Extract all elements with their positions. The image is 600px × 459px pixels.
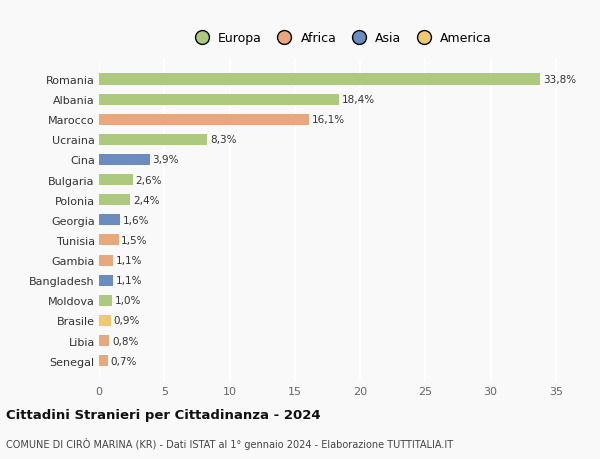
- Text: 8,3%: 8,3%: [210, 135, 236, 145]
- Bar: [99, 215, 120, 226]
- Bar: [99, 295, 112, 306]
- Text: 16,1%: 16,1%: [312, 115, 345, 125]
- Text: 18,4%: 18,4%: [342, 95, 375, 105]
- Text: COMUNE DI CIRÒ MARINA (KR) - Dati ISTAT al 1° gennaio 2024 - Elaborazione TUTTIT: COMUNE DI CIRÒ MARINA (KR) - Dati ISTAT …: [6, 437, 453, 449]
- Text: 0,7%: 0,7%: [111, 356, 137, 366]
- Bar: [99, 155, 150, 166]
- Bar: [99, 114, 309, 125]
- Bar: [99, 335, 109, 346]
- Text: 1,1%: 1,1%: [116, 256, 142, 265]
- Text: 1,0%: 1,0%: [115, 296, 141, 306]
- Bar: [99, 275, 113, 286]
- Text: 0,8%: 0,8%: [112, 336, 139, 346]
- Bar: [99, 74, 540, 85]
- Text: 1,5%: 1,5%: [121, 235, 148, 246]
- Bar: [99, 355, 108, 366]
- Bar: [99, 95, 339, 106]
- Legend: Europa, Africa, Asia, America: Europa, Africa, Asia, America: [184, 28, 497, 50]
- Text: 2,6%: 2,6%: [136, 175, 162, 185]
- Text: 3,9%: 3,9%: [152, 155, 179, 165]
- Text: 1,1%: 1,1%: [116, 275, 142, 285]
- Bar: [99, 134, 208, 146]
- Bar: [99, 235, 119, 246]
- Bar: [99, 315, 111, 326]
- Bar: [99, 195, 130, 206]
- Text: 2,4%: 2,4%: [133, 195, 160, 205]
- Bar: [99, 174, 133, 186]
- Text: 33,8%: 33,8%: [543, 75, 576, 85]
- Bar: [99, 255, 113, 266]
- Text: Cittadini Stranieri per Cittadinanza - 2024: Cittadini Stranieri per Cittadinanza - 2…: [6, 408, 320, 421]
- Text: 1,6%: 1,6%: [122, 215, 149, 225]
- Text: 0,9%: 0,9%: [113, 316, 140, 326]
